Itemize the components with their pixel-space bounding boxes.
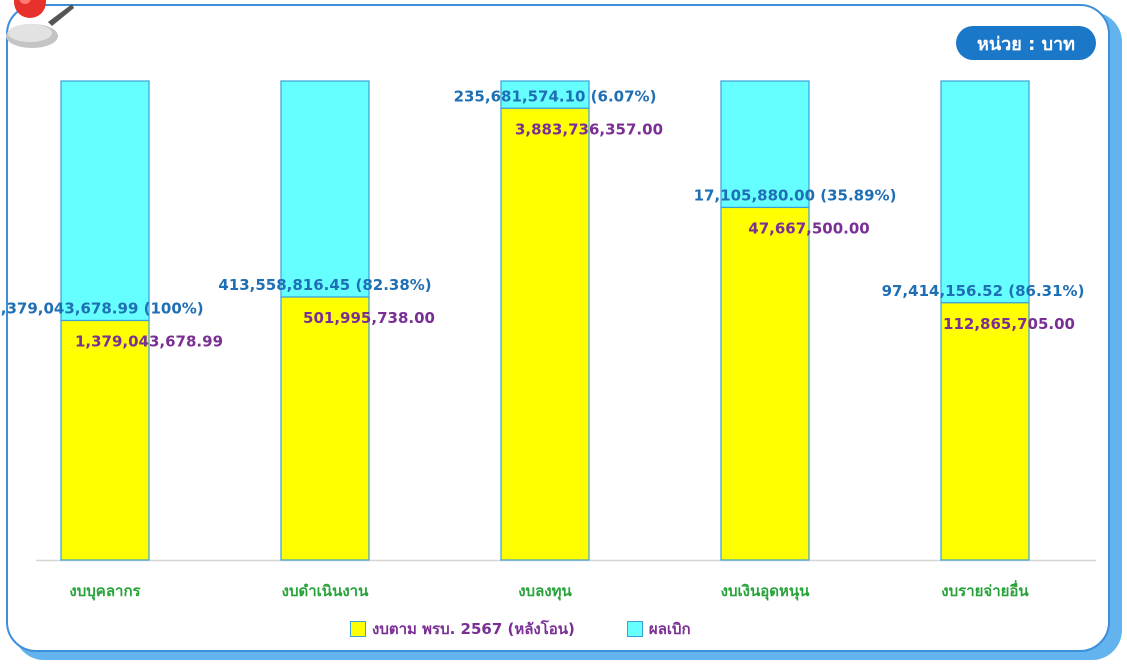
category-label-3: งบเงินอุดหนุน xyxy=(721,582,810,601)
category-label-0: งบบุคลากร xyxy=(69,582,141,601)
data-label-disbursed-0: 1,379,043,678.99 (100%) xyxy=(0,300,204,318)
category-label-2: งบลงทุน xyxy=(518,582,572,601)
bar-disbursed-3 xyxy=(720,80,810,209)
chart-legend: งบตาม พรบ. 2567 (หลังโอน) ผลเบิก xyxy=(350,618,691,640)
data-label-disbursed-4: 97,414,156.52 (86.31%) xyxy=(882,282,1085,300)
legend-swatch-disbursed xyxy=(626,621,643,637)
legend-label-budget: งบตาม พรบ. 2567 (หลังโอน) xyxy=(372,620,575,638)
category-label-1: งบดำเนินงาน xyxy=(282,582,369,600)
legend-swatch-budget xyxy=(350,621,366,637)
legend-item-disbursed: ผลเบิก xyxy=(626,617,691,641)
data-label-budget-0: 1,379,043,678.99 xyxy=(75,333,223,351)
data-label-budget-2: 3,883,736,357.00 xyxy=(515,120,663,138)
bar-budget-4 xyxy=(940,302,1030,561)
data-label-budget-3: 47,667,500.00 xyxy=(748,219,869,237)
pushpin-icon xyxy=(6,0,74,48)
bar-budget-0 xyxy=(60,319,150,561)
legend-item-budget: งบตาม พรบ. 2567 (หลังโอน) xyxy=(350,617,575,641)
bar-disbursed-0 xyxy=(60,80,150,322)
category-label-4: งบรายจ่ายอื่น xyxy=(941,580,1029,600)
bar-budget-3 xyxy=(720,206,810,561)
data-label-budget-1: 501,995,738.00 xyxy=(303,309,435,327)
data-label-disbursed-3: 17,105,880.00 (35.89%) xyxy=(694,186,897,204)
bar-budget-2 xyxy=(500,107,590,561)
data-label-disbursed-1: 413,558,816.45 (82.38%) xyxy=(218,276,431,294)
bar-disbursed-4 xyxy=(940,80,1030,304)
bar-disbursed-1 xyxy=(280,80,370,298)
data-label-disbursed-2: 235,681,574.10 (6.07%) xyxy=(454,87,657,105)
legend-label-disbursed: ผลเบิก xyxy=(648,620,691,638)
bar-budget-1 xyxy=(280,296,370,561)
data-label-budget-4: 112,865,705.00 xyxy=(943,315,1075,333)
unit-badge: หน่วย : บาท xyxy=(956,26,1096,60)
